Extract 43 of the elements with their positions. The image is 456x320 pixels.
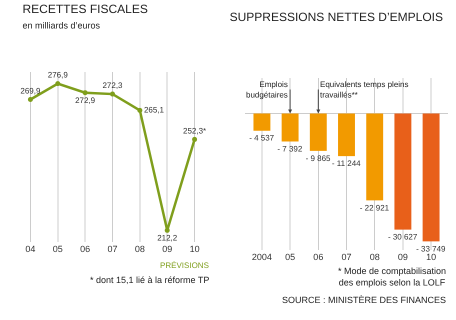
data-label: 276,9 <box>48 70 68 80</box>
data-label: 269,9 <box>20 86 41 96</box>
data-label: - 11 244 <box>332 159 362 168</box>
data-label: - 7 392 <box>277 144 303 154</box>
text: PRÉVISIONS <box>160 261 209 270</box>
annotation: Equivalents temps pleins travaillés** <box>320 80 408 100</box>
x-tick-label: 04 <box>25 244 36 254</box>
data-label: - 9 865 <box>306 154 332 163</box>
x-tick-label: 07 <box>107 244 118 254</box>
point <box>82 90 88 96</box>
data-label: - 33 749 <box>416 244 446 254</box>
x-tick-label: 10 <box>426 252 436 262</box>
x-tick-label: 06 <box>80 244 90 254</box>
x-tick-label: 10 <box>190 244 200 254</box>
point <box>192 136 198 142</box>
point <box>110 92 115 97</box>
x-tick-label: 09 <box>162 244 172 254</box>
x-tick-label: 08 <box>134 244 145 254</box>
point <box>28 97 33 102</box>
data-label: 252,3* <box>183 126 206 136</box>
annotation: Emplois budgétaires <box>246 80 288 100</box>
data-label: - 4 537 <box>249 134 275 143</box>
data-label: 212,2 <box>157 234 178 243</box>
source-note: SOURCE : MINISTÈRE DES FINANCES <box>282 295 446 305</box>
point <box>55 81 60 86</box>
chart-title: RECETTES FISCALES <box>22 2 148 16</box>
text: * Mode de comptabilisation des emplois selon la LOLF <box>338 266 446 288</box>
chart-title: SUPPRESSIONS NETTES D’EMPLOIS <box>230 10 444 24</box>
point <box>137 108 142 113</box>
x-tick-label: 09 <box>398 252 408 262</box>
x-tick-label: 07 <box>341 252 352 262</box>
x-tick-label: 05 <box>285 252 296 262</box>
text: * dont 15,1 lié à la réforme TP <box>90 275 210 285</box>
data-label: 272,9 <box>75 96 96 105</box>
x-tick-label: 2004 <box>252 252 272 262</box>
data-label: - 30 627 <box>388 232 418 242</box>
x-tick-label: 05 <box>52 244 63 254</box>
data-label: - 22 921 <box>360 203 390 212</box>
data-label: 265,1 <box>144 105 165 114</box>
x-tick-label: 08 <box>370 252 380 262</box>
chart-subtitle: en milliards d’euros <box>22 20 101 30</box>
x-tick-label: 06 <box>313 252 324 262</box>
data-label: 272,3 <box>102 80 124 90</box>
